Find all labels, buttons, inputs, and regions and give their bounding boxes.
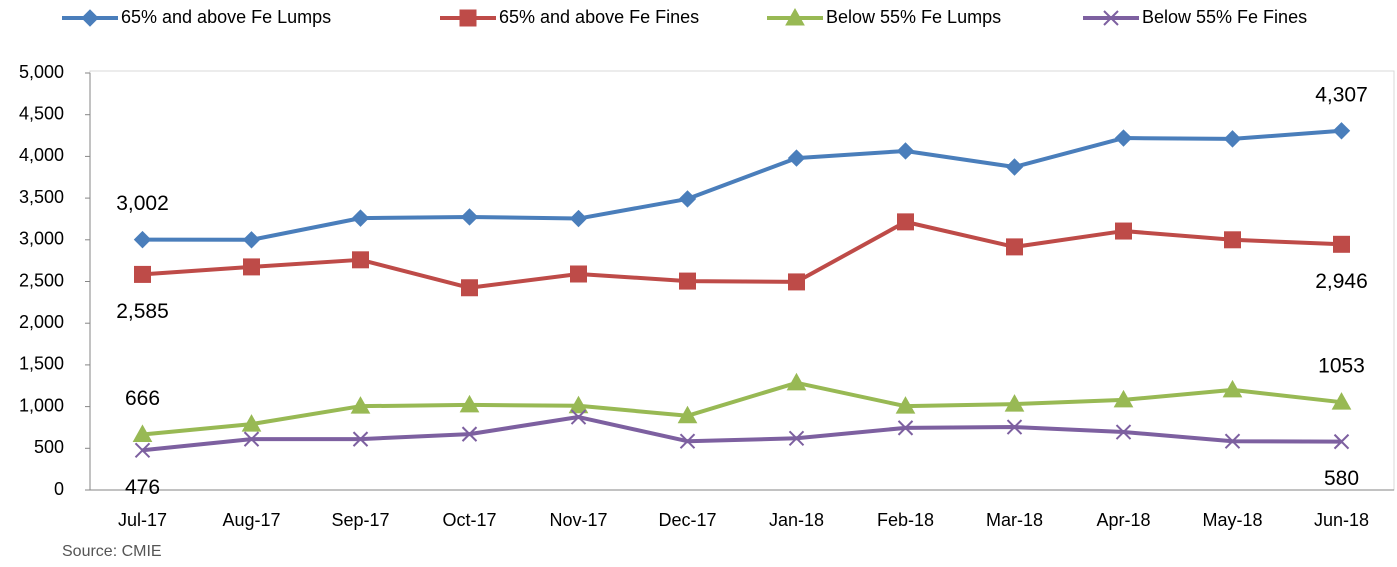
marker xyxy=(678,190,697,208)
marker xyxy=(896,142,915,160)
legend-label: 65% and above Fe Lumps xyxy=(121,7,331,27)
data-label: 666 xyxy=(125,387,160,410)
marker xyxy=(243,431,260,447)
marker xyxy=(1222,379,1243,398)
x-tick-label: Dec-17 xyxy=(658,510,716,530)
marker xyxy=(1331,392,1352,410)
marker xyxy=(1332,122,1351,140)
legend-label: Below 55% Fe Fines xyxy=(1142,7,1307,27)
x-tick-label: Jul-17 xyxy=(118,510,167,530)
marker xyxy=(459,9,477,27)
data-label: 580 xyxy=(1324,467,1359,490)
y-tick-label: 4,000 xyxy=(19,145,64,165)
marker xyxy=(1005,158,1024,176)
marker xyxy=(1333,235,1350,253)
y-tick-label: 1,500 xyxy=(19,354,64,374)
y-tick-label: 2,000 xyxy=(19,312,64,332)
marker xyxy=(133,230,152,249)
marker xyxy=(459,394,480,413)
marker xyxy=(241,414,262,432)
marker xyxy=(570,409,587,425)
series-line xyxy=(142,380,1342,437)
y-tick-label: 3,500 xyxy=(19,187,64,207)
marker xyxy=(134,265,151,283)
source: Source: CMIE xyxy=(62,543,162,560)
y-tick-label: 4,500 xyxy=(19,103,64,123)
y-tick-label: 1,000 xyxy=(19,395,64,415)
marker xyxy=(787,149,806,167)
x-tick-label: Mar-18 xyxy=(986,510,1043,530)
marker xyxy=(460,208,479,226)
marker xyxy=(1224,231,1241,249)
marker xyxy=(897,213,914,231)
marker xyxy=(81,9,99,27)
x-tick-label: Apr-18 xyxy=(1096,510,1150,530)
data-label: 2,946 xyxy=(1315,270,1368,293)
y-tick-label: 3,000 xyxy=(19,229,64,249)
data-label: 3,002 xyxy=(116,192,169,215)
series-line xyxy=(142,128,1342,242)
series-line xyxy=(142,415,1342,453)
marker xyxy=(242,231,261,249)
marker xyxy=(1223,130,1242,148)
marker xyxy=(788,430,805,446)
x-tick-label: Nov-17 xyxy=(549,510,607,530)
marker xyxy=(677,405,698,424)
x-tick-label: Sep-17 xyxy=(331,510,389,530)
legend-label: Below 55% Fe Lumps xyxy=(826,7,1001,27)
marker xyxy=(788,273,805,291)
marker xyxy=(1004,394,1025,412)
x-tick-label: May-18 xyxy=(1202,510,1262,530)
marker xyxy=(895,396,916,414)
marker xyxy=(461,426,478,442)
marker xyxy=(569,209,588,228)
marker xyxy=(1333,433,1350,450)
x-tick-label: Aug-17 xyxy=(222,510,280,530)
marker xyxy=(352,431,369,447)
x-tick-label: Feb-18 xyxy=(877,510,934,530)
marker xyxy=(786,372,807,391)
marker xyxy=(1113,389,1134,408)
marker xyxy=(351,209,370,227)
data-label: 2,585 xyxy=(116,300,169,323)
y-tick-label: 500 xyxy=(34,437,64,457)
x-tick-label: Jan-18 xyxy=(769,510,824,530)
marker xyxy=(1103,10,1119,26)
marker xyxy=(134,442,151,459)
marker xyxy=(568,395,589,414)
marker xyxy=(1114,129,1133,147)
marker xyxy=(1006,238,1023,256)
marker xyxy=(570,265,587,283)
marker xyxy=(785,7,805,26)
marker xyxy=(132,424,153,442)
y-tick-label: 2,500 xyxy=(19,270,64,290)
marker xyxy=(897,420,914,436)
y-tick-label: 0 xyxy=(54,479,64,499)
x-tick-label: Jun-18 xyxy=(1314,510,1369,530)
x-tick-label: Oct-17 xyxy=(442,510,496,530)
data-label: 1053 xyxy=(1318,355,1365,378)
marker xyxy=(352,251,369,269)
y-tick-label: 5,000 xyxy=(19,62,64,82)
marker xyxy=(1115,222,1132,240)
marker xyxy=(350,396,371,414)
marker xyxy=(1006,419,1023,435)
series-line xyxy=(142,219,1342,290)
marker xyxy=(679,272,696,290)
marker xyxy=(1115,424,1132,440)
marker xyxy=(243,258,260,276)
marker xyxy=(461,279,478,297)
marker xyxy=(679,433,696,449)
legend-label: 65% and above Fe Fines xyxy=(499,7,699,27)
marker xyxy=(1224,433,1241,449)
data-label: 4,307 xyxy=(1315,83,1368,106)
data-label: 476 xyxy=(125,476,160,499)
